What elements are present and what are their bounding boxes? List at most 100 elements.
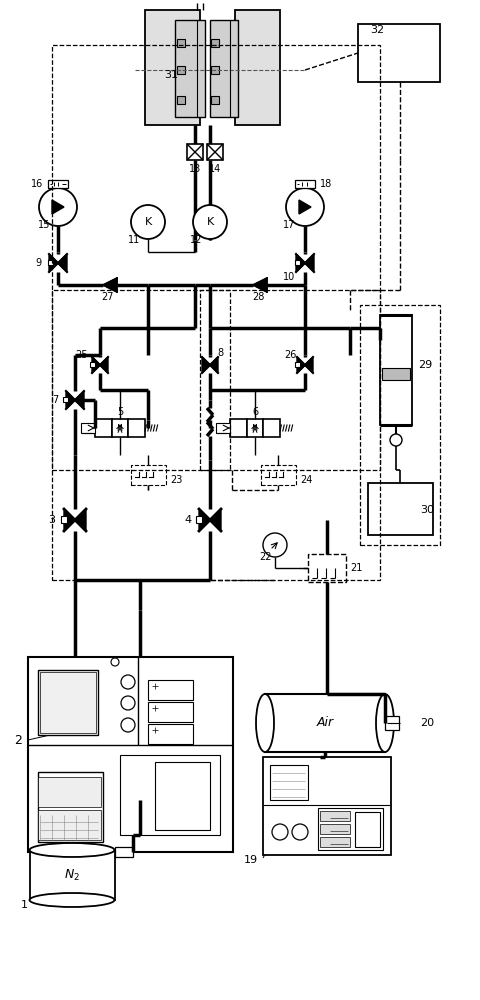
Bar <box>308 554 346 582</box>
Polygon shape <box>66 391 75 409</box>
Bar <box>358 24 440 82</box>
Bar <box>115 847 133 857</box>
Bar <box>235 10 280 125</box>
Bar <box>52 45 380 580</box>
Bar <box>131 465 166 485</box>
Polygon shape <box>297 357 305 373</box>
Bar <box>52 290 230 470</box>
Bar <box>38 772 103 842</box>
Bar <box>177 66 185 74</box>
Polygon shape <box>75 391 84 409</box>
Text: 9: 9 <box>36 258 42 268</box>
Bar <box>95 419 112 437</box>
Bar <box>30 850 115 900</box>
Text: 1: 1 <box>21 900 28 910</box>
Text: 18: 18 <box>320 179 332 189</box>
Bar <box>81 423 95 433</box>
Bar <box>145 10 200 125</box>
Circle shape <box>292 824 308 840</box>
Bar <box>264 419 280 437</box>
Bar <box>112 419 128 437</box>
Text: 15: 15 <box>37 220 50 230</box>
Text: 2: 2 <box>14 734 22 746</box>
Bar <box>265 694 385 752</box>
Polygon shape <box>52 200 64 214</box>
Text: 28: 28 <box>252 292 264 302</box>
Bar <box>28 657 233 852</box>
Bar <box>247 419 264 437</box>
Bar <box>90 362 95 367</box>
Bar <box>230 419 247 437</box>
Text: 13: 13 <box>189 164 201 174</box>
Bar <box>295 362 300 367</box>
Polygon shape <box>305 357 313 373</box>
Circle shape <box>121 675 135 689</box>
Ellipse shape <box>256 694 274 752</box>
Bar <box>200 290 380 470</box>
Text: 10: 10 <box>283 272 295 282</box>
Bar <box>261 465 296 485</box>
Bar <box>38 670 98 735</box>
Polygon shape <box>100 357 108 373</box>
Bar <box>207 144 223 160</box>
Circle shape <box>390 434 402 446</box>
Polygon shape <box>202 357 210 373</box>
Text: 22: 22 <box>259 552 271 562</box>
Text: 4: 4 <box>185 515 192 525</box>
Polygon shape <box>58 254 67 272</box>
Polygon shape <box>299 200 311 214</box>
Bar <box>210 20 238 117</box>
Bar <box>187 144 203 160</box>
Text: 7: 7 <box>52 395 58 405</box>
Text: 5: 5 <box>117 407 123 417</box>
Bar <box>148 724 193 744</box>
Text: 16: 16 <box>31 179 43 189</box>
Bar <box>211 66 219 74</box>
Text: 31: 31 <box>164 70 178 80</box>
Bar <box>320 811 350 821</box>
Bar <box>120 755 220 835</box>
Text: $N_2$: $N_2$ <box>64 867 80 883</box>
Bar <box>177 96 185 104</box>
Bar <box>295 260 300 265</box>
Bar <box>148 702 193 722</box>
Bar <box>128 419 145 437</box>
Circle shape <box>131 205 165 239</box>
Text: 17: 17 <box>283 220 295 230</box>
Text: 12: 12 <box>190 235 202 245</box>
Polygon shape <box>305 254 314 272</box>
Bar <box>155 762 210 830</box>
Polygon shape <box>92 357 100 373</box>
Polygon shape <box>210 509 221 531</box>
Circle shape <box>111 658 119 666</box>
Ellipse shape <box>29 843 115 857</box>
Polygon shape <box>75 509 86 531</box>
Polygon shape <box>199 509 210 531</box>
Bar <box>360 305 440 545</box>
Text: 32: 32 <box>370 25 384 35</box>
Text: 6: 6 <box>252 407 258 417</box>
Bar <box>148 680 193 700</box>
Text: 11: 11 <box>128 235 140 245</box>
Bar <box>263 757 391 855</box>
Bar <box>196 516 202 523</box>
Text: 29: 29 <box>418 360 432 370</box>
Polygon shape <box>210 357 218 373</box>
Circle shape <box>272 824 288 840</box>
Bar <box>216 423 230 433</box>
Text: 14: 14 <box>209 164 221 174</box>
Text: 21: 21 <box>350 563 362 573</box>
Bar <box>318 808 383 850</box>
Bar <box>211 39 219 47</box>
Bar <box>63 397 68 402</box>
Text: 19: 19 <box>244 855 258 865</box>
Circle shape <box>286 188 324 226</box>
Bar <box>320 824 350 834</box>
Text: 26: 26 <box>284 350 296 360</box>
Text: 24: 24 <box>300 475 313 485</box>
Text: K: K <box>206 217 214 227</box>
Circle shape <box>39 188 77 226</box>
Bar <box>295 180 315 188</box>
Bar <box>368 483 433 535</box>
Bar <box>48 180 68 188</box>
